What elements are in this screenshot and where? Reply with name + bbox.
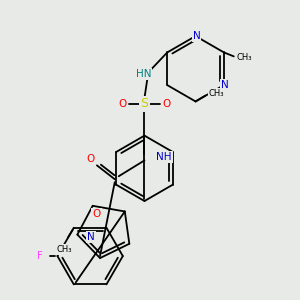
Text: CH₃: CH₃ xyxy=(56,245,72,254)
Text: N: N xyxy=(193,31,200,41)
Text: HN: HN xyxy=(136,69,151,79)
Text: CH₃: CH₃ xyxy=(237,53,252,62)
Text: O: O xyxy=(87,154,95,164)
Text: N: N xyxy=(87,232,95,242)
Text: NH: NH xyxy=(156,152,172,162)
Text: N: N xyxy=(221,80,229,90)
Text: CH₃: CH₃ xyxy=(208,89,224,98)
Text: O: O xyxy=(162,99,170,109)
Text: F: F xyxy=(37,251,43,261)
Text: S: S xyxy=(140,98,148,110)
Text: O: O xyxy=(118,99,127,109)
Text: O: O xyxy=(92,209,101,219)
